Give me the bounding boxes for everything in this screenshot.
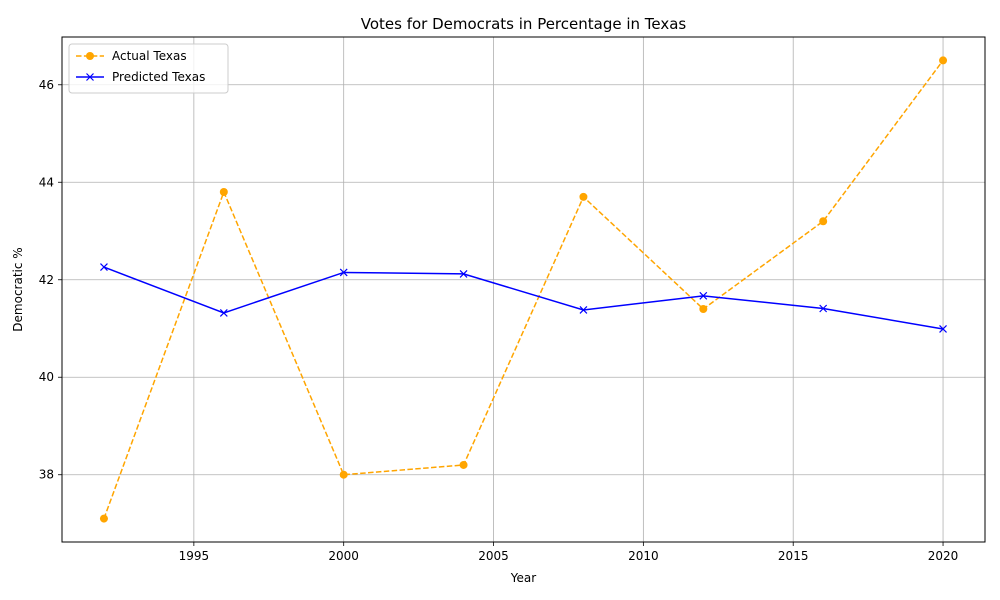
x-tick-label: 2000 (328, 549, 359, 563)
legend-item-actual-texas: Actual Texas (76, 49, 187, 63)
series-predicted-texas (100, 263, 947, 333)
data-point-predicted-texas (339, 268, 348, 277)
data-point-predicted-texas (699, 291, 708, 300)
x-tick-label: 1995 (179, 549, 210, 563)
series-layer (99, 56, 948, 523)
plot-area-frame (61, 36, 986, 543)
data-point-predicted-texas (459, 269, 468, 278)
data-point-predicted-texas (939, 325, 947, 333)
data-point-actual-texas (339, 470, 348, 479)
legend: Actual Texas Predicted Texas (68, 43, 229, 94)
legend-marker-predicted-texas (86, 73, 94, 81)
chart-title: Votes for Democrats in Percentage in Tex… (361, 15, 687, 33)
legend-label-actual-texas: Actual Texas (112, 49, 187, 63)
y-tick-label: 42 (39, 273, 54, 287)
data-point-actual-texas (219, 188, 228, 197)
series-actual-texas (99, 56, 948, 523)
data-point-predicted-texas (819, 304, 828, 313)
y-tick-label: 44 (39, 175, 54, 189)
legend-box (68, 43, 229, 94)
grid-lines (62, 37, 985, 542)
axis-ticks: 1995 2000 2005 2010 2015 2020 38 40 42 44 46 (39, 78, 959, 563)
legend-marker-actual-texas (86, 52, 94, 60)
x-tick-label: 2015 (778, 549, 809, 563)
series-line-predicted-texas (103, 266, 944, 330)
x-tick-label: 2005 (478, 549, 509, 563)
data-point-actual-texas (819, 217, 828, 226)
data-point-actual-texas (699, 304, 708, 313)
data-point-predicted-texas (579, 306, 588, 314)
y-tick-label: 46 (39, 78, 54, 92)
x-tick-label: 2020 (928, 549, 959, 563)
x-tick-label: 2010 (628, 549, 659, 563)
data-point-predicted-texas (100, 263, 108, 272)
y-axis-title: Democratic % (11, 247, 25, 331)
data-point-actual-texas (579, 192, 588, 201)
data-point-predicted-texas (219, 308, 228, 317)
y-tick-label: 40 (39, 370, 54, 384)
legend-label-predicted-texas: Predicted Texas (112, 70, 205, 84)
data-point-actual-texas (459, 460, 468, 469)
x-axis-title: Year (510, 571, 536, 585)
legend-item-predicted-texas: Predicted Texas (76, 70, 205, 84)
series-line-actual-texas (103, 59, 944, 519)
data-point-actual-texas (939, 56, 948, 65)
y-tick-label: 38 (39, 468, 54, 482)
data-point-actual-texas (99, 514, 108, 523)
